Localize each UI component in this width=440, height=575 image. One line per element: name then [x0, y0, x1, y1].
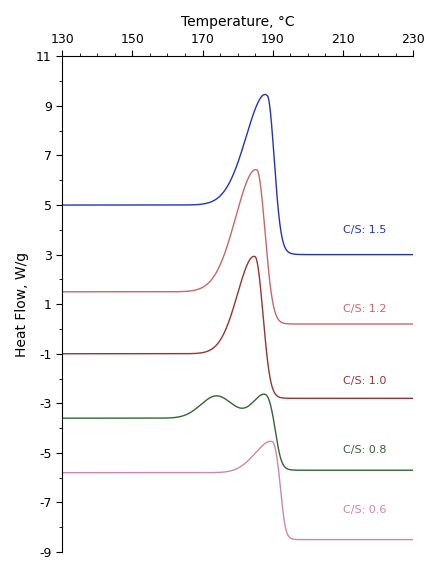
X-axis label: Temperature, °C: Temperature, °C [181, 15, 294, 29]
Text: C/S: 0.6: C/S: 0.6 [343, 505, 386, 515]
Text: C/S: 1.5: C/S: 1.5 [343, 225, 386, 235]
Text: C/S: 0.8: C/S: 0.8 [343, 446, 386, 455]
Text: C/S: 1.2: C/S: 1.2 [343, 304, 386, 314]
Y-axis label: Heat Flow, W/g: Heat Flow, W/g [15, 252, 29, 356]
Text: C/S: 1.0: C/S: 1.0 [343, 376, 386, 386]
